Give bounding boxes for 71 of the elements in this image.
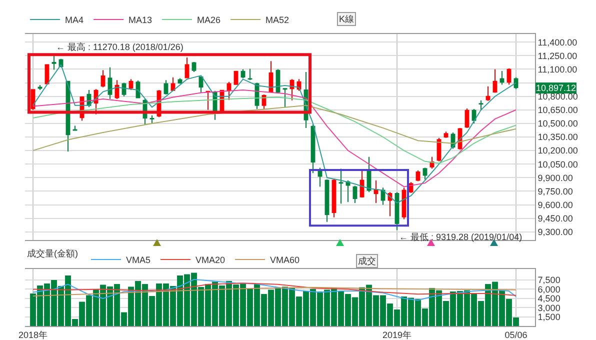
x-tick-label: 05/06 <box>504 330 528 340</box>
y-tick-label: 9,300.00 <box>538 227 573 238</box>
legend-label: VMA5 <box>126 255 151 266</box>
candlestick <box>464 108 470 128</box>
candlestick <box>240 68 246 79</box>
y-tick-label: 11,250.00 <box>538 50 578 61</box>
y-tick-label: 3,000 <box>538 302 560 313</box>
y-tick-label: 9,600.00 <box>538 200 573 210</box>
candlestick <box>248 68 252 81</box>
line-series <box>32 96 516 164</box>
line-series <box>32 90 516 188</box>
candlestick <box>318 167 322 188</box>
legend-label: MA52 <box>266 15 290 26</box>
candlestick <box>164 80 168 96</box>
y-tick-label: 7,500 <box>538 275 560 286</box>
y-tick-label: 4,500 <box>538 294 560 304</box>
legend-label: MA26 <box>197 15 221 26</box>
y-tick-label: 11,100.00 <box>538 64 578 74</box>
annotation: ← 最高 : 11270.18 (2018/01/26) <box>56 42 184 52</box>
x-tick-label: 2019年 <box>382 330 412 340</box>
candlestick <box>374 180 378 204</box>
candlestick <box>422 167 428 180</box>
annotation: ← 最低 : 9319.28 (2019/01/04) <box>399 232 522 242</box>
y-tick-label: 9,450.00 <box>538 213 573 224</box>
legend-label: MA13 <box>128 15 152 26</box>
line-series <box>32 278 516 301</box>
line-series <box>32 104 516 152</box>
candlestick <box>500 70 504 86</box>
y-tick-label: 10,500.00 <box>538 118 578 129</box>
text: K線 <box>339 14 354 24</box>
line-series <box>32 64 516 204</box>
candlestick <box>100 70 106 88</box>
y-tick-label: 10,200.00 <box>538 146 578 156</box>
x-tick-label: 2018年 <box>18 330 48 340</box>
y-tick-label: 11,400.00 <box>538 37 578 48</box>
candlestick <box>324 178 330 222</box>
candlestick <box>332 178 336 218</box>
y-tick-label: 10,350.00 <box>538 132 578 142</box>
y-tick-label: 9,900.00 <box>538 172 573 183</box>
candlestick <box>184 56 190 79</box>
y-tick-label: 10,050.00 <box>538 159 578 170</box>
candlestick <box>352 185 358 204</box>
candlestick <box>282 88 288 108</box>
line-series <box>32 286 516 296</box>
y-tick-label: 10,800.00 <box>538 91 578 102</box>
candlestick <box>444 131 448 138</box>
candlestick <box>192 62 196 72</box>
candlestick <box>52 53 56 70</box>
candlestick <box>226 81 232 100</box>
candlestick <box>338 168 344 204</box>
candlestick <box>206 90 210 110</box>
candlestick <box>416 170 420 182</box>
legend-label: VMA60 <box>270 255 300 266</box>
legend-label: MA4 <box>65 15 84 26</box>
candlestick <box>170 76 176 92</box>
candlestick <box>478 100 484 111</box>
candlestick <box>486 86 490 102</box>
candlestick <box>108 66 112 100</box>
text: 成交 <box>358 256 376 266</box>
candlestick <box>492 68 498 94</box>
line-series <box>32 282 516 296</box>
y-tick-label: 9,750.00 <box>538 186 573 196</box>
legend-title: 成交量(金額) <box>27 248 78 259</box>
candlestick <box>150 114 154 124</box>
annotation: 10,897.12 <box>536 83 576 93</box>
y-tick-label: 10,650.00 <box>538 105 578 116</box>
candlestick <box>380 187 386 206</box>
y-tick-label: 1,500 <box>538 312 560 322</box>
legend-label: VMA20 <box>196 255 226 266</box>
candlestick <box>346 180 350 203</box>
y-tick-label: 6,000 <box>538 284 560 294</box>
